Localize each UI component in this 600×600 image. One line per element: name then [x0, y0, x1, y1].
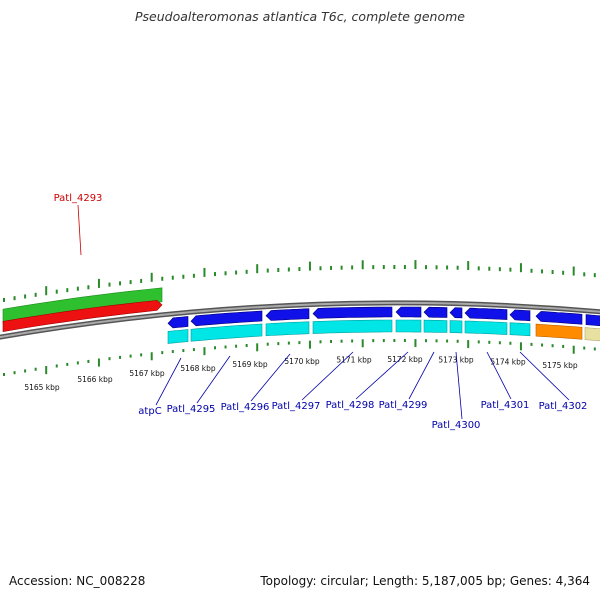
leader-line	[408, 351, 435, 400]
accession-text: Accession: NC_008228	[9, 574, 146, 588]
forward-gene-feature	[2, 300, 163, 332]
reverse-gene-feature-0	[167, 329, 189, 344]
reverse-strand-track	[167, 306, 600, 344]
gene-label: Patl_4293	[54, 193, 103, 204]
reverse-cds-feature-2	[265, 308, 310, 321]
gene-label: Patl_4301	[481, 400, 530, 411]
gene-label: atpC	[138, 406, 161, 417]
kbp-label: 5174 kbp	[490, 358, 526, 367]
reverse-cds-feature-5	[423, 306, 448, 318]
reverse-cds-feature-3	[312, 306, 393, 319]
leader-line	[519, 351, 570, 401]
leader-line	[250, 353, 291, 402]
kbp-label: 5172 kbp	[387, 355, 423, 364]
reverse-gene-feature-5	[423, 319, 448, 333]
reverse-gene-feature-3	[312, 319, 393, 334]
kbp-label: 5170 kbp	[284, 357, 320, 366]
reverse-gene-feature-4	[395, 319, 422, 333]
kbp-label: 5171 kbp	[336, 355, 372, 364]
leader-line	[77, 204, 82, 256]
reverse-cds-feature-8	[509, 309, 531, 322]
leader-line	[301, 351, 354, 401]
gene-labels: Patl_4293 atpC Patl_4295 Patl_4296 Patl_4297…	[54, 193, 588, 431]
kbp-label: 5165 kbp	[24, 383, 60, 392]
leader-line	[155, 357, 182, 406]
forward-strand-track	[2, 287, 163, 332]
genome-backbone	[0, 300, 600, 340]
leader-line	[355, 351, 409, 400]
leader-line	[455, 351, 463, 420]
gene-label-leaders	[77, 204, 570, 420]
inner-tick-track	[3, 339, 596, 377]
reverse-gene-feature-1	[190, 323, 263, 342]
kbp-label: 5173 kbp	[438, 356, 474, 365]
leader-line	[196, 355, 231, 404]
genome-summary-text: Topology: circular; Length: 5,187,005 bp…	[260, 574, 590, 588]
outer-tick-track	[3, 260, 596, 302]
gene-label: Patl_4298	[326, 400, 375, 411]
kbp-label: 5168 kbp	[180, 364, 216, 373]
kbp-label: 5166 kbp	[77, 375, 113, 384]
reverse-gene-feature-6	[449, 320, 463, 334]
other-gene-feature-edge	[584, 327, 600, 342]
map-title: Pseudoalteromonas atlantica T6c, complet…	[135, 9, 465, 24]
gene-label: Patl_4295	[167, 404, 216, 415]
reverse-gene-feature-2	[265, 321, 310, 337]
reverse-cds-feature-4	[395, 306, 422, 318]
kbp-scale-labels: 5165 kbp 5166 kbp 5167 kbp 5168 kbp 5169 kbp…	[24, 355, 578, 392]
reverse-gene-feature-8	[509, 322, 531, 337]
other-gene-feature	[535, 323, 583, 340]
kbp-label: 5175 kbp	[542, 361, 578, 370]
leader-line	[486, 351, 512, 400]
kbp-label: 5169 kbp	[232, 360, 268, 369]
reverse-cds-feature-edge	[585, 314, 600, 327]
gene-label: Patl_4297	[272, 401, 321, 412]
reverse-cds-feature-last	[535, 311, 583, 325]
reverse-cds-feature-1	[190, 310, 263, 327]
kbp-label: 5167 kbp	[129, 369, 165, 378]
reverse-cds-feature-7	[464, 307, 508, 320]
reverse-cds-feature-6	[449, 307, 463, 319]
gene-label: Patl_4296	[221, 402, 270, 413]
gene-label: Patl_4302	[539, 401, 588, 412]
reverse-gene-feature-7	[464, 320, 508, 335]
gene-label: Patl_4299	[379, 400, 428, 411]
reverse-cds-feature-0	[167, 316, 189, 329]
gene-label: Patl_4300	[432, 420, 481, 431]
backbone-highlight	[0, 302, 600, 339]
